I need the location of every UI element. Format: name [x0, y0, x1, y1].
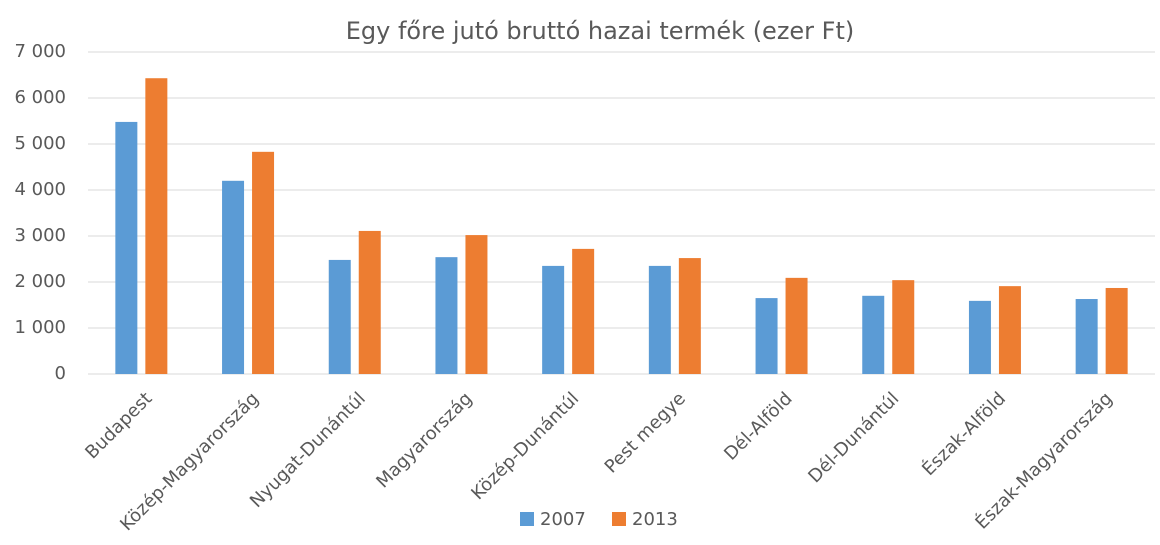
legend-label: 2013: [632, 509, 678, 530]
y-tick-label: 2 000: [14, 271, 66, 292]
y-tick-label: 1 000: [14, 317, 66, 338]
bar: [1105, 287, 1128, 374]
x-tick-label: Magyarország: [372, 388, 476, 492]
bar: [542, 265, 565, 374]
bar: [358, 230, 381, 374]
bar: [785, 277, 808, 374]
bar: [648, 265, 671, 374]
y-tick-label: 7 000: [14, 41, 66, 62]
bar: [678, 258, 701, 374]
legend-swatch: [520, 512, 534, 526]
bar: [1075, 299, 1098, 374]
x-tick-label: Pest megye: [601, 388, 690, 477]
chart-title: Egy főre jutó bruttó hazai termék (ezer …: [346, 17, 855, 45]
bar: [998, 286, 1021, 374]
bar: [435, 257, 458, 374]
y-tick-label: 5 000: [14, 133, 66, 154]
y-tick-label: 4 000: [14, 179, 66, 200]
bar: [862, 295, 885, 374]
y-tick-label: 3 000: [14, 225, 66, 246]
bar: [222, 180, 245, 374]
x-tick-label: Dél-Alföld: [720, 388, 796, 464]
bar: [252, 151, 275, 374]
x-tick-label: Észak-Alföld: [918, 388, 1011, 481]
bar: [572, 248, 595, 374]
legend-swatch: [612, 512, 626, 526]
x-tick-label: Közép-Dunántúl: [467, 388, 583, 504]
x-tick-label: Dél-Dunántúl: [804, 388, 903, 487]
bar: [968, 300, 991, 374]
y-tick-label: 0: [55, 363, 66, 384]
bar: [115, 121, 138, 374]
y-tick-label: 6 000: [14, 87, 66, 108]
bar: [892, 280, 915, 374]
x-tick-label: Nyugat-Dunántúl: [246, 388, 370, 512]
bar: [755, 298, 778, 374]
x-tick-label: Budapest: [81, 388, 156, 463]
bar: [328, 259, 351, 374]
bar: [465, 235, 488, 374]
legend-label: 2007: [540, 509, 586, 530]
bar: [145, 78, 168, 374]
